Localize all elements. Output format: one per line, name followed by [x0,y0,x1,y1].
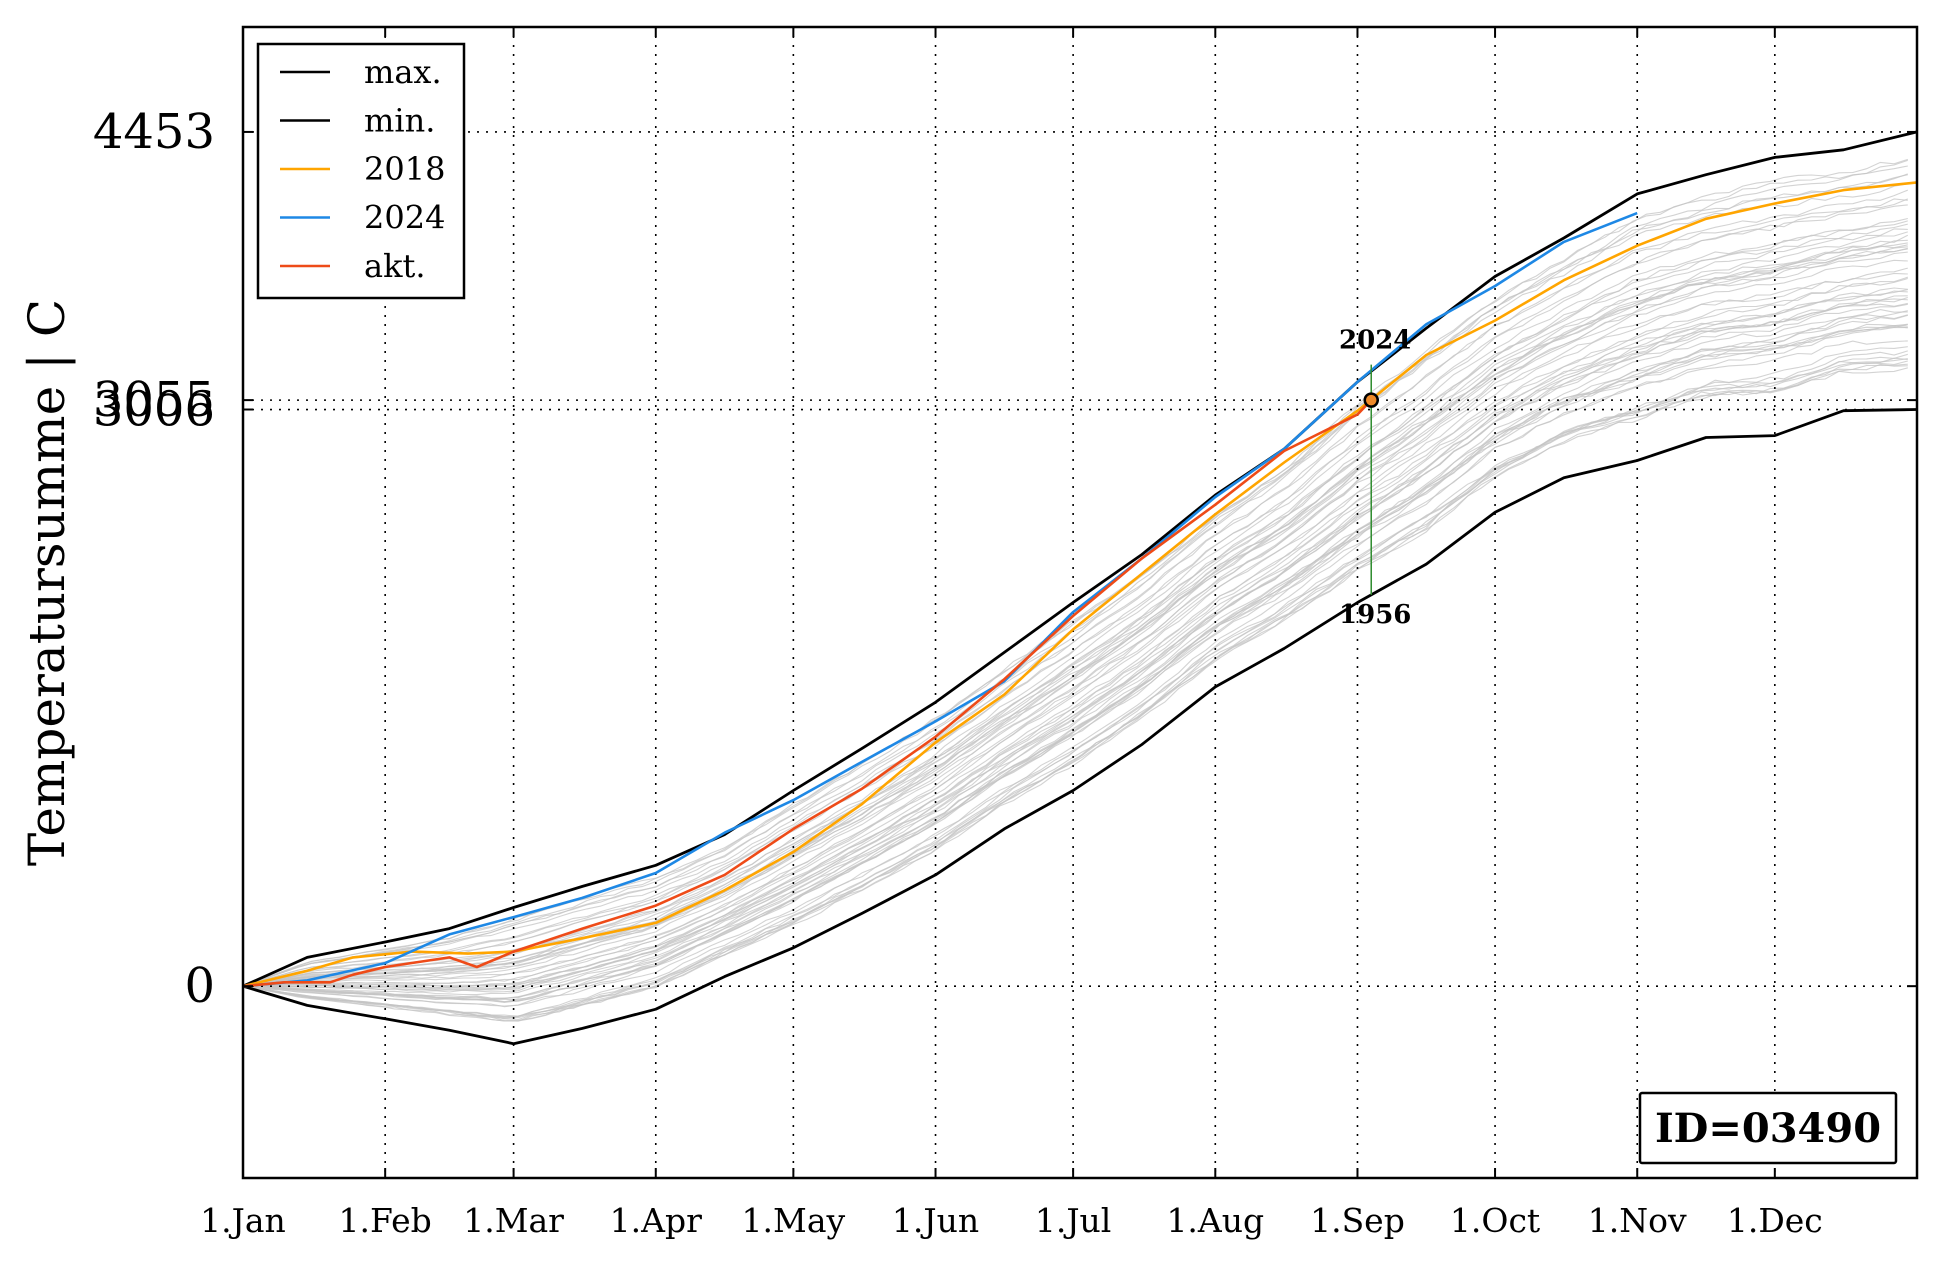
background-year-line [242,189,1909,987]
x-tick-label: 1.May [742,1201,846,1240]
background-year-line [242,247,1908,987]
y-tick-label: 4453 [93,104,215,160]
y-tick-label: 3055 [93,372,215,428]
background-year-line [242,323,1908,1001]
background-year-line [242,290,1908,987]
background-year-line [242,346,1908,1017]
y-tick-label: 3006 [93,382,215,438]
plot-frame [241,25,1919,1180]
x-axis-ticks: 1.Jan 1.Feb 1.Mar 1.Apr 1.May 1.Jun 1.Jul 1.Aug… [200,27,1823,1240]
background-year-line [242,220,1908,987]
legend-entry-label: max. [364,53,442,91]
series-line-akt [242,399,1373,988]
background-year-line [242,363,1908,1022]
grid-lines [242,27,1917,1178]
legend: max. min. 2018 2024 akt. [256,42,466,300]
background-year-line [242,248,1908,987]
station-id-label: ID=03490 [1655,1105,1881,1152]
background-year-lines [242,158,1909,1022]
background-year-line [242,287,1908,988]
series-line-2018 [242,181,1918,988]
background-year-line [242,165,1908,987]
x-tick-label: 1.Nov [1588,1201,1687,1240]
station-id-box: ID=03490 [1638,1091,1898,1165]
background-year-line [242,228,1908,987]
background-year-line [242,183,1908,987]
background-year-line [242,276,1908,987]
background-year-line [242,326,1908,1003]
background-year-line [242,246,1908,987]
x-tick-label: 1.Oct [1450,1201,1540,1240]
series-line-2024 [242,211,1638,988]
station-id-frame [1638,1091,1898,1165]
legend-frame [256,42,466,300]
x-tick-label: 1.Aug [1166,1201,1264,1240]
background-year-line [242,367,1908,1021]
series-line-max [242,130,1918,988]
background-year-line [242,174,1908,987]
legend-entry-label: akt. [364,247,426,285]
background-year-line [242,340,1908,1007]
background-year-line [242,198,1908,987]
background-year-line [242,314,1908,1000]
background-year-line [242,158,1908,987]
series-line-min [242,408,1918,1046]
background-year-line [242,324,1908,1003]
background-year-line [242,239,1908,987]
background-year-line [242,360,1908,1022]
background-year-line [242,350,1908,1018]
background-year-line [242,159,1908,987]
x-tick-label: 1.Sep [1310,1201,1405,1240]
marker-max-year-label: 2024 [1339,326,1411,356]
legend-entry-label: 2024 [364,199,445,237]
background-year-line [242,289,1908,989]
legend-entry-label: 2018 [364,150,445,188]
background-year-line [243,296,1908,990]
x-tick-label: 1.Jan [200,1201,286,1240]
background-year-line [242,298,1908,991]
x-tick-label: 1.Apr [610,1201,702,1240]
background-year-line [242,314,1908,999]
x-tick-label: 1.Dec [1727,1201,1823,1240]
x-tick-label: 1.Jun [892,1201,979,1240]
x-tick-label: 1.Mar [463,1201,564,1240]
background-year-line [242,353,1908,1019]
background-year-line [242,204,1908,987]
background-year-line [242,277,1908,987]
background-year-line [242,259,1908,987]
current-marker: 2024 1956 [1339,326,1411,630]
y-tick-label: 0 [184,958,215,1014]
background-year-line [242,267,1908,987]
background-year-line [243,303,1908,993]
background-year-line [242,198,1909,987]
y-axis-label: Temperatursumme | C [18,299,76,866]
marker-min-year-label: 1956 [1339,600,1411,630]
background-year-line [242,309,1908,996]
current-value-marker [1363,392,1379,408]
background-year-line [242,357,1908,1019]
x-tick-label: 1.Jul [1035,1201,1112,1240]
background-year-line [242,310,1908,1000]
legend-entry-label: min. [364,102,435,140]
background-year-line [242,295,1908,991]
background-year-line [242,302,1908,989]
x-tick-label: 1.Feb [339,1201,432,1240]
background-year-line [242,272,1908,987]
series-lines [242,130,1918,1046]
